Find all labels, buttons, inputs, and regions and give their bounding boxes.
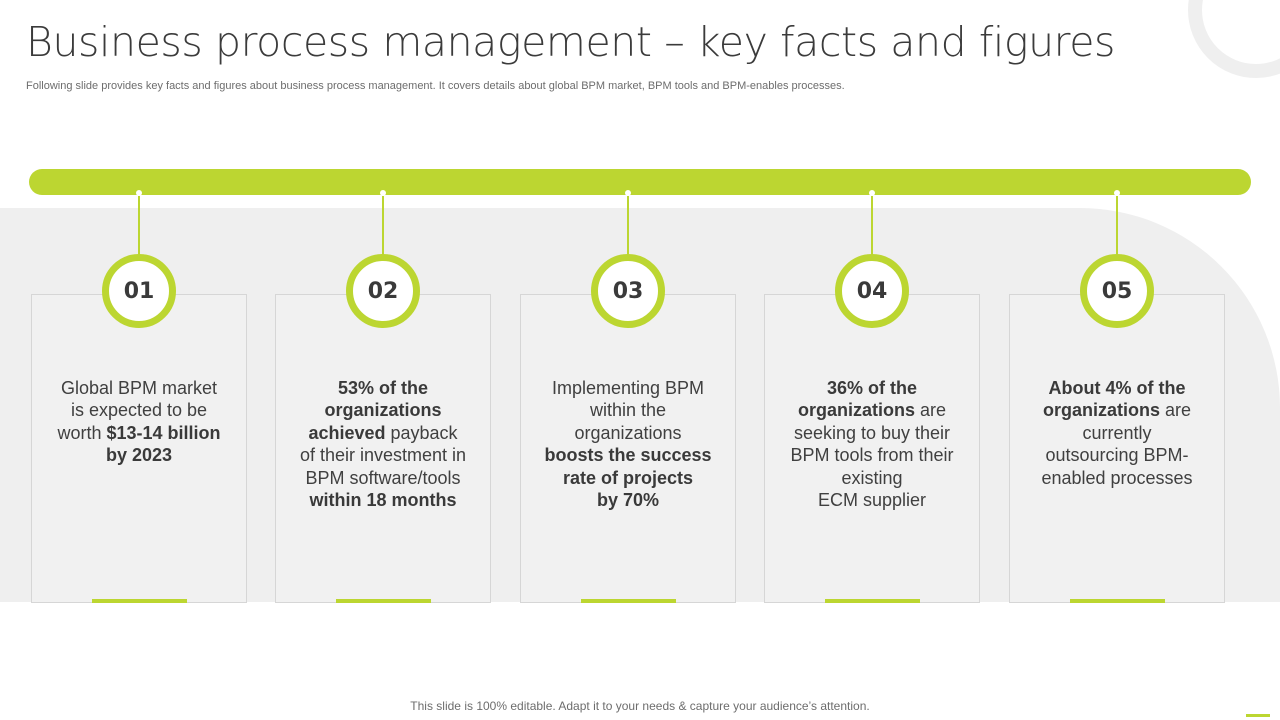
fact-text-line: organizations xyxy=(290,399,476,421)
fact-text-line: outsourcing BPM- xyxy=(1024,444,1210,466)
fact-text-line: is expected to be xyxy=(46,399,232,421)
fact-highlight: by 2023 xyxy=(105,445,173,466)
timeline-dot xyxy=(136,190,142,196)
fact-segment: outsourcing BPM- xyxy=(1045,445,1189,466)
step-number-badge: 05 xyxy=(1080,254,1154,328)
fact-card-01: Global BPM market is expected to be worth … xyxy=(31,294,247,603)
fact-text-line: rate of projects xyxy=(535,467,721,489)
fact-segment: organizations xyxy=(574,422,682,443)
fact-highlight: boosts the success xyxy=(544,445,712,466)
slide-title: Business process management – key facts … xyxy=(26,18,1116,66)
fact-text: 36% of the organizations are seeking to bu… xyxy=(779,377,965,511)
fact-segment: enabled processes xyxy=(1041,467,1193,488)
fact-text-line: 53% of the xyxy=(290,377,476,399)
fact-text-line: ECM supplier xyxy=(779,489,965,511)
fact-highlight: rate of projects xyxy=(562,467,694,488)
step-number-badge: 04 xyxy=(835,254,909,328)
timeline-dot xyxy=(380,190,386,196)
card-accent-bar xyxy=(1070,599,1165,603)
fact-card-02: 53% of the organizations achieved payback o… xyxy=(275,294,491,603)
fact-segment: payback xyxy=(385,422,458,443)
timeline-dot xyxy=(1114,190,1120,196)
fact-segment: Implementing BPM xyxy=(551,378,705,398)
card-accent-bar xyxy=(92,599,187,603)
fact-highlight: achieved xyxy=(308,422,386,443)
fact-text-line: 36% of the xyxy=(779,377,965,399)
fact-text-line: within the xyxy=(535,399,721,421)
fact-text-line: achieved payback xyxy=(290,422,476,444)
fact-text: 53% of the organizations achieved payback o… xyxy=(290,377,476,511)
fact-highlight: $13-14 billion xyxy=(106,422,221,443)
timeline-bar xyxy=(29,169,1251,195)
card-accent-bar xyxy=(336,599,431,603)
fact-text-line: boosts the success xyxy=(535,444,721,466)
fact-highlight: 53% of the xyxy=(337,378,429,398)
step-number-badge: 02 xyxy=(346,254,420,328)
fact-segment: are xyxy=(914,400,947,421)
step-number-badge: 01 xyxy=(102,254,176,328)
fact-highlight: About 4% of the xyxy=(1048,378,1186,398)
slide-subtitle: Following slide provides key facts and f… xyxy=(26,80,845,92)
fact-card-03: Implementing BPM within the organizations b… xyxy=(520,294,736,603)
fact-text-line: currently xyxy=(1024,422,1210,444)
fact-segment: existing xyxy=(841,467,903,488)
fact-text-line: organizations xyxy=(535,422,721,444)
fact-text-line: About 4% of the xyxy=(1024,377,1210,399)
fact-text: Global BPM market is expected to be worth … xyxy=(46,377,232,467)
fact-text: Implementing BPM within the organizations b… xyxy=(535,377,721,511)
fact-highlight: by 70% xyxy=(596,490,660,511)
fact-text-line: by 2023 xyxy=(46,444,232,466)
fact-text-line: Implementing BPM xyxy=(535,377,721,399)
timeline-connector xyxy=(138,196,140,256)
fact-highlight: organizations xyxy=(324,400,442,421)
fact-segment: are xyxy=(1159,400,1192,421)
fact-segment: currently xyxy=(1082,422,1152,443)
fact-text-line: of their investment in xyxy=(290,444,476,466)
fact-segment: ECM supplier xyxy=(817,490,927,511)
fact-segment: is expected to be xyxy=(70,400,208,421)
fact-text-line: organizations are xyxy=(779,399,965,421)
fact-segment: of their investment in xyxy=(299,445,467,466)
fact-text-line: BPM tools from their xyxy=(779,444,965,466)
fact-card-04: 36% of the organizations are seeking to bu… xyxy=(764,294,980,603)
fact-segment: BPM software/tools xyxy=(305,467,461,488)
timeline-connector xyxy=(1116,196,1118,256)
fact-highlight: organizations xyxy=(1042,400,1160,421)
fact-text-line: BPM software/tools xyxy=(290,467,476,489)
corner-accent xyxy=(1246,714,1270,717)
fact-highlight: organizations xyxy=(797,400,915,421)
fact-text-line: existing xyxy=(779,467,965,489)
fact-segment: within the xyxy=(589,400,667,421)
decorative-ring xyxy=(1188,0,1280,78)
fact-highlight: 36% of the xyxy=(826,378,918,398)
slide-footer: This slide is 100% editable. Adapt it to… xyxy=(410,699,870,713)
fact-text-line: worth $13-14 billion xyxy=(46,422,232,444)
fact-text-line: Global BPM market xyxy=(46,377,232,399)
step-number-badge: 03 xyxy=(591,254,665,328)
fact-text-line: by 70% xyxy=(535,489,721,511)
fact-text-line: seeking to buy their xyxy=(779,422,965,444)
fact-segment: worth xyxy=(57,422,107,443)
fact-segment: Global BPM market xyxy=(60,378,218,398)
fact-text-line: enabled processes xyxy=(1024,467,1210,489)
fact-text-line: within 18 months xyxy=(290,489,476,511)
timeline-connector xyxy=(382,196,384,256)
timeline-dot xyxy=(625,190,631,196)
fact-segment: BPM tools from their xyxy=(790,445,954,466)
timeline-dot xyxy=(869,190,875,196)
fact-highlight: within 18 months xyxy=(309,490,457,511)
fact-text: About 4% of the organizations are currentl… xyxy=(1024,377,1210,489)
timeline-connector xyxy=(627,196,629,256)
fact-segment: seeking to buy their xyxy=(793,422,951,443)
card-accent-bar xyxy=(825,599,920,603)
card-accent-bar xyxy=(581,599,676,603)
fact-card-05: About 4% of the organizations are currentl… xyxy=(1009,294,1225,603)
timeline-connector xyxy=(871,196,873,256)
fact-text-line: organizations are xyxy=(1024,399,1210,421)
